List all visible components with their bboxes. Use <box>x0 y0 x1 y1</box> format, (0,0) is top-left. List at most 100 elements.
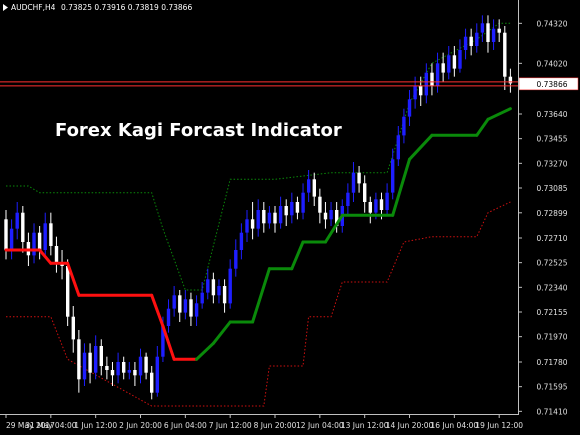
candle-body <box>335 210 339 226</box>
candle-body <box>284 206 288 216</box>
y-tick-label: 0.73270 <box>536 159 567 168</box>
candle-body <box>301 192 305 213</box>
symbol-label: AUDCHF,H4 <box>11 3 56 12</box>
candle-body <box>475 32 479 46</box>
candle-body <box>295 202 300 213</box>
kagi-segment <box>150 293 165 328</box>
candle-body <box>189 299 193 317</box>
candle-body <box>357 172 361 184</box>
candle-body <box>178 295 182 313</box>
x-tick-label: 16 Jun 04:00 <box>431 421 479 430</box>
candle-body <box>43 223 47 250</box>
kagi-segment <box>211 320 232 345</box>
kagi-segment <box>486 107 512 121</box>
current-price-line: 0.73866 <box>0 77 579 91</box>
candle-body <box>138 356 143 376</box>
y-tick-label: 0.73455 <box>536 135 567 144</box>
x-tick-label: 29 May 2017 <box>6 421 55 430</box>
candle-body <box>307 179 311 193</box>
x-tick-label: 14 Jun 20:00 <box>386 421 434 430</box>
header-triangle-icon <box>3 4 8 11</box>
candle-body <box>323 212 328 220</box>
candle-body <box>127 370 131 373</box>
candles <box>4 15 513 400</box>
candle-body <box>267 212 272 224</box>
candle-body <box>21 212 25 242</box>
kagi-segment <box>161 324 176 361</box>
candle-body <box>424 72 428 96</box>
candle-body <box>99 346 103 366</box>
y-tick-label: 0.72899 <box>536 209 567 218</box>
candle-body <box>54 246 59 264</box>
kagi-segment <box>38 248 53 265</box>
candle-body <box>32 232 36 256</box>
x-tick-label: 8 Jun 20:00 <box>254 421 297 430</box>
candle-body <box>447 55 451 73</box>
axes: 0.74320 0.74020 0.73640 0.73455 0.73270 0.730… <box>0 0 568 430</box>
candle-body <box>391 159 395 193</box>
candle-body <box>71 316 75 340</box>
kagi-segment <box>251 267 271 324</box>
kagi-segment <box>475 117 490 137</box>
candle-body <box>508 76 513 84</box>
candle-body <box>491 28 496 42</box>
candle-body <box>273 212 277 224</box>
x-tick-label: 2 Jun 20:00 <box>119 421 162 430</box>
candle-body <box>228 268 232 304</box>
candle-body <box>88 352 92 373</box>
candle-body <box>49 223 53 246</box>
candle-body <box>413 86 417 100</box>
y-tick-label: 0.71780 <box>536 358 567 367</box>
overlay-title: Forex Kagi Forcast Indicator <box>55 120 342 141</box>
candle-body <box>497 28 501 33</box>
x-tick-label: 12 Jun 04:00 <box>296 421 344 430</box>
candle-body <box>329 210 333 220</box>
candle-body <box>480 23 485 33</box>
candle-body <box>245 219 249 233</box>
candle-body <box>217 286 221 296</box>
y-tick-label: 0.72155 <box>536 308 567 317</box>
kagi-segment <box>66 261 81 297</box>
y-tick-label: 0.73085 <box>536 184 567 193</box>
kagi-segment <box>324 213 344 244</box>
x-tick-label: 6 Jun 04:00 <box>164 421 207 430</box>
y-tick-label: 0.71410 <box>536 407 567 416</box>
candle-body <box>368 202 372 213</box>
y-tick-label: 0.74320 <box>536 19 567 28</box>
candle-body <box>402 116 406 136</box>
candle-body <box>363 183 367 202</box>
candle-body <box>407 99 412 117</box>
candle-body <box>469 36 473 46</box>
candle-body <box>351 172 356 193</box>
candle-body <box>239 232 244 250</box>
candle-body <box>82 352 87 380</box>
x-tick-label: 13 Jun 12:00 <box>341 421 389 430</box>
candle-body <box>419 86 423 96</box>
candle-body <box>122 362 126 373</box>
candle-body <box>15 212 19 229</box>
candle-body <box>77 339 81 380</box>
kagi-line <box>4 107 512 361</box>
y-tick-label: 0.74020 <box>536 59 567 68</box>
candle-body <box>110 370 115 376</box>
candle-body <box>9 228 14 250</box>
candle-body <box>346 192 350 206</box>
candle-body <box>144 356 148 373</box>
kagi-segment <box>408 133 434 161</box>
candle-body <box>200 292 204 304</box>
candle-body <box>503 32 507 77</box>
candle-body <box>430 72 434 86</box>
candle-body <box>250 219 255 229</box>
candle-body <box>4 219 8 250</box>
candle-body <box>458 50 462 69</box>
candle-body <box>441 63 445 73</box>
candle-body <box>94 346 98 373</box>
x-tick-label: 1 Jun 12:00 <box>74 421 117 430</box>
candle-body <box>133 370 137 376</box>
kagi-segment <box>195 341 215 361</box>
x-tick-label: 31 May 04:00 <box>25 421 77 430</box>
y-tick-label: 0.71970 <box>536 333 567 342</box>
candle-body <box>150 372 154 393</box>
y-tick-label: 0.72340 <box>536 283 567 292</box>
